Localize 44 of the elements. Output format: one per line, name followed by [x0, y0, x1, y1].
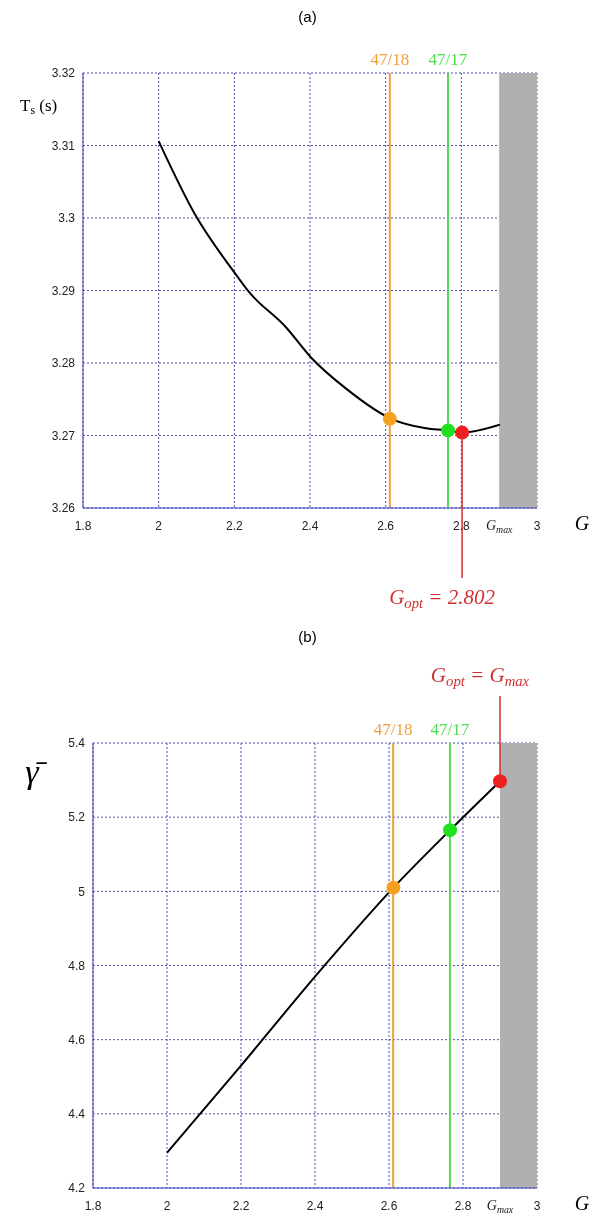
x-tick-label: 3 [533, 519, 541, 533]
y-tick-label: 5.4 [68, 736, 86, 751]
y-tick-label: 4.8 [68, 958, 86, 973]
x-tick-label: 2.4 [301, 519, 319, 533]
chart-title: (b) [297, 628, 318, 647]
annotation: G$_{opt}$ = 2.802 [389, 585, 496, 611]
y-tick-label: 3.28 [51, 356, 76, 371]
annotation: G$_{opt}$ = G$_{max}$ [430, 663, 530, 689]
x-tick-label: 2 [155, 519, 163, 533]
x-tick-label: G$_{max}$ [486, 1198, 514, 1215]
y-tick-label: 5.2 [68, 810, 86, 825]
annotation: 47/18 [370, 50, 410, 69]
x-tick-label: 3 [533, 1199, 541, 1213]
annotation: 47/18 [373, 720, 413, 739]
annotation: 47/17 [430, 720, 470, 739]
y-axis-title: T$_{s}$ (s) [20, 96, 58, 117]
y-tick-label: 3.26 [51, 501, 76, 516]
point [443, 823, 458, 838]
x-tick-label: G$_{max}$ [485, 518, 514, 535]
point [386, 880, 401, 895]
chart-title: (a) [297, 8, 318, 27]
y-tick-label: 3.29 [51, 283, 76, 298]
y-tick-label: 4.6 [68, 1032, 86, 1047]
x-tick-label: 2.2 [225, 519, 243, 533]
x-tick-label: 2.6 [377, 519, 395, 533]
y-tick-label: 3.3 [58, 211, 76, 226]
annotation: 47/17 [428, 50, 468, 69]
x-tick-label: 1.8 [84, 1199, 102, 1213]
x-tick-label: 2.4 [306, 1199, 324, 1213]
y-tick-label: 3.32 [51, 66, 76, 81]
x-axis-title: G [574, 512, 590, 534]
y-tick-label: 3.31 [51, 138, 76, 153]
x-axis-title: G [574, 1192, 590, 1214]
x-tick-label: 2.8 [454, 1199, 472, 1213]
y-tick-label: 4.2 [68, 1181, 86, 1196]
y-tick-label: 5 [78, 884, 86, 899]
y-tick-label: 3.27 [51, 428, 76, 443]
y-tick-label: 4.4 [68, 1107, 86, 1122]
y-axis-title: γ̄ [25, 753, 48, 790]
point [493, 774, 507, 789]
x-tick-label: 2 [163, 1199, 171, 1213]
x-tick-label: 2.2 [232, 1199, 250, 1213]
x-tick-label: 2.6 [380, 1199, 398, 1213]
x-tick-label: 1.8 [74, 519, 92, 533]
